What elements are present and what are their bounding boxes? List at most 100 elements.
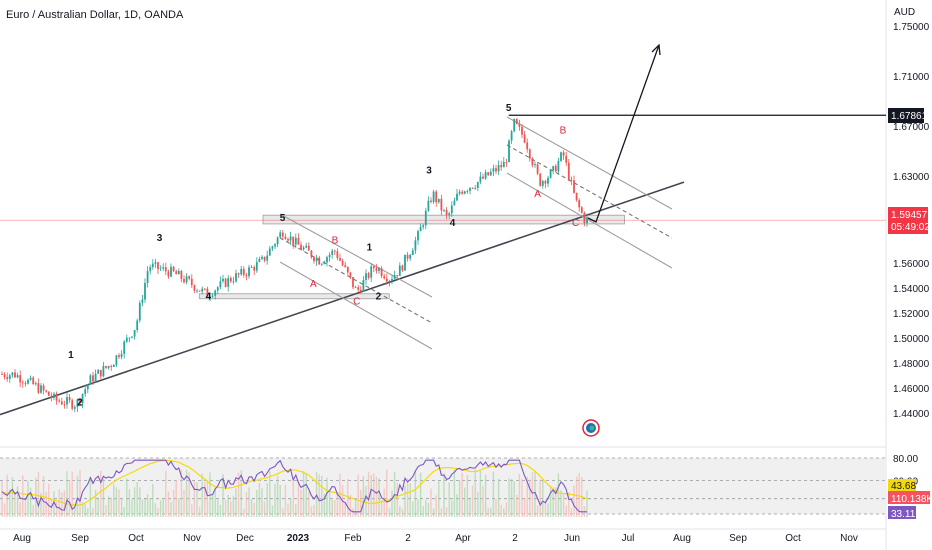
candle-body (107, 366, 110, 368)
candle-body (396, 275, 399, 276)
candle-body (94, 373, 97, 382)
candle-body (557, 160, 560, 172)
candle-body (258, 258, 261, 262)
candle-body (214, 290, 217, 296)
candle-body (469, 187, 471, 191)
wave-label: 4 (450, 218, 456, 229)
candle-body (131, 336, 133, 338)
candle-body (539, 173, 542, 186)
candle-body (443, 209, 445, 211)
y-tick-label: 1.50000 (893, 334, 930, 345)
candle-body (177, 270, 180, 275)
candle-body (518, 123, 521, 127)
candles-layer (1, 118, 588, 413)
wave-label: 2 (376, 291, 382, 302)
candle-body (294, 237, 297, 245)
y-tick-label: 1.54000 (893, 284, 930, 295)
candle-body (29, 377, 32, 380)
candle-body (567, 162, 570, 180)
candle-body (482, 176, 484, 179)
candle-body (570, 179, 573, 181)
candle-body (110, 366, 113, 367)
candle-body (432, 191, 435, 202)
candle-body (268, 248, 271, 256)
channel-line (279, 261, 433, 350)
x-tick-label: 2 (405, 533, 411, 544)
channel-line (506, 172, 673, 269)
candle-body (552, 166, 555, 171)
candle-body (580, 207, 583, 213)
candle-body (534, 164, 536, 166)
target-price-badge: 1.67861 (888, 108, 928, 123)
wave-label: 1 (68, 350, 74, 361)
x-tick-label: Dec (236, 533, 254, 544)
y-tick-label: 1.46000 (893, 384, 930, 395)
candle-body (388, 280, 391, 282)
long-trendline (0, 181, 685, 416)
y-tick-label: 1.48000 (893, 359, 930, 370)
candle-body (401, 265, 404, 271)
candle-body (19, 375, 22, 383)
wave-label: 1 (367, 243, 373, 254)
candle-body (144, 282, 146, 300)
candle-body (422, 225, 425, 227)
y-tick-label: 1.67000 (893, 122, 930, 133)
candle-body (68, 397, 71, 401)
last-price-badge: 1.59457 05:49:02 (888, 207, 930, 234)
candle-body (281, 232, 284, 237)
candle-body (305, 245, 308, 248)
y-tick-label: 1.52000 (893, 309, 930, 320)
candle-body (502, 161, 505, 168)
candle-body (229, 278, 232, 282)
candle-body (66, 397, 68, 405)
candle-body (541, 180, 544, 186)
candle-body (193, 285, 196, 291)
candle-body (346, 266, 349, 273)
candle-body (3, 374, 6, 378)
candle-body (417, 231, 419, 241)
candle-body (474, 187, 477, 189)
candle-body (500, 165, 503, 168)
candle-body (253, 267, 256, 271)
candle-body (266, 255, 269, 261)
candle-body (157, 262, 159, 270)
wave-label: 3 (157, 233, 163, 244)
support-zone (198, 293, 390, 300)
candle-body (409, 254, 412, 259)
candle-body (274, 244, 276, 247)
candle-body (328, 254, 331, 258)
candle-body (515, 118, 518, 124)
candle-body (292, 236, 295, 245)
candle-body (263, 256, 266, 261)
candle-body (123, 341, 126, 354)
candle-body (344, 265, 347, 267)
candle-body (406, 254, 409, 259)
axes-layer: 1.75000 1.71000 1.67000 1.63000 1.56000 1.540… (13, 22, 929, 544)
wave-label: C (572, 218, 579, 229)
projection-arrowhead (651, 43, 661, 56)
candle-body (310, 250, 313, 258)
candle-body (92, 375, 94, 382)
candle-body (79, 399, 81, 404)
channel-line (506, 116, 673, 210)
candle-body (578, 200, 581, 208)
candle-body (547, 177, 549, 184)
candle-body (1, 374, 3, 376)
candle-body (112, 364, 115, 367)
tradingview-logo (582, 419, 600, 437)
candle-body (554, 166, 557, 172)
candle-body (170, 266, 172, 277)
candle-body (583, 212, 586, 224)
countdown-value: 05:49:02 (891, 222, 930, 233)
candle-body (544, 180, 547, 184)
candle-body (313, 257, 315, 262)
wave-label: 4 (206, 291, 212, 302)
x-tick-label: Jul (622, 533, 635, 544)
rsi-value: 33.11 (891, 509, 916, 520)
wave-label: 5 (280, 213, 286, 224)
x-tick-label: Oct (785, 533, 801, 544)
rsi-band (0, 458, 886, 514)
candle-body (219, 281, 222, 288)
candle-body (55, 393, 58, 401)
